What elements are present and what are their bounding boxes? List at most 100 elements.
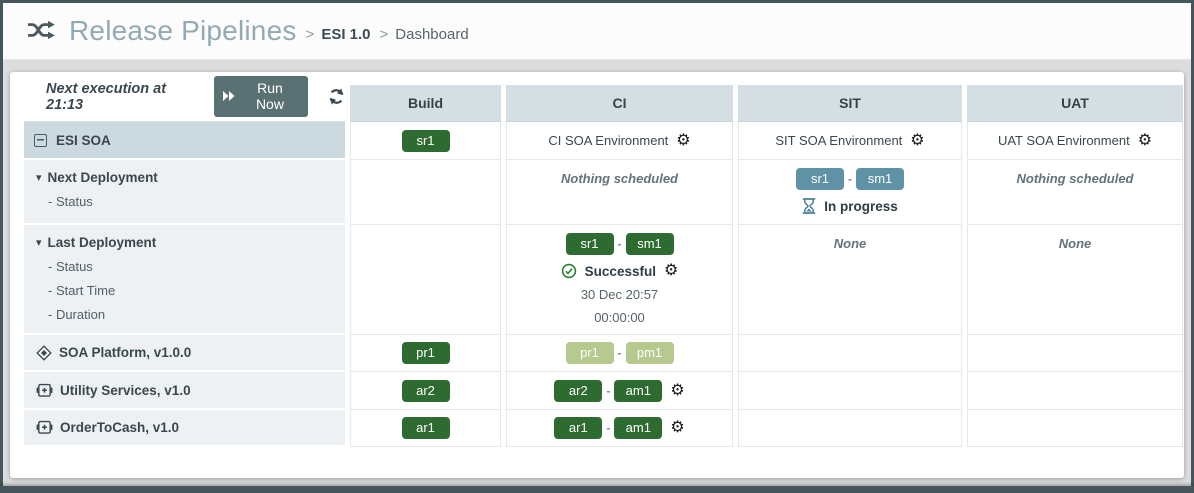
release-tag-badge[interactable]: ar2	[401, 379, 450, 402]
none-label: None	[833, 236, 867, 251]
group-name: ESI SOA	[56, 132, 111, 148]
nothing-scheduled-label: Nothing scheduled	[561, 171, 678, 186]
component-row-label: SOA Platform, v1.0.0	[24, 335, 345, 372]
release-tag-badge[interactable]: ar1	[554, 417, 603, 439]
breadcrumb-separator: >	[305, 25, 315, 43]
component-ci-cell: ar2 - am1 ⚙	[506, 372, 733, 410]
start-time-value: 30 Dec 20:57	[580, 287, 659, 302]
window-bottom-edge	[0, 486, 1194, 493]
shuffle-icon	[27, 19, 55, 46]
next-deployment-label: Next Deployment	[47, 170, 158, 185]
release-tag-badge[interactable]: pr1	[565, 342, 614, 364]
manifest-tag-badge[interactable]: sm1	[856, 168, 904, 190]
next-deployment-toggle[interactable]: ▾ Next Deployment	[36, 170, 345, 185]
next-execution-label: Next execution at 21:13	[46, 80, 167, 113]
column-header-ci: CI	[506, 85, 733, 122]
run-now-button[interactable]: Run Now	[213, 76, 308, 117]
dash-separator: -	[606, 421, 611, 435]
gear-icon[interactable]: ⚙	[670, 419, 685, 436]
column-header-uat: UAT	[967, 85, 1183, 122]
group-row-label: ESI SOA	[24, 122, 345, 160]
sit-environment-cell: SIT SOA Environment ⚙	[738, 122, 962, 160]
manifest-tag-badge[interactable]: sm1	[625, 233, 674, 255]
duration-sub-label: - Duration	[48, 307, 106, 322]
uat-environment-label: UAT SOA Environment	[997, 133, 1130, 148]
ci-environment-cell: CI SOA Environment ⚙	[506, 122, 733, 160]
column-header-build: Build	[350, 85, 501, 122]
release-tag-badge[interactable]: sr1	[401, 129, 450, 152]
gear-icon[interactable]: ⚙	[670, 381, 685, 399]
refresh-icon[interactable]	[328, 88, 345, 105]
manifest-tag-badge[interactable]: pm1	[625, 342, 674, 364]
component-name: OrderToCash, v1.0	[60, 420, 180, 435]
breadcrumb-page: Dashboard	[395, 25, 469, 43]
release-tag-badge[interactable]: ar2	[554, 379, 603, 402]
next-deployment-ci-cell: Nothing scheduled	[506, 160, 733, 225]
run-now-label: Run Now	[255, 80, 284, 112]
release-tag-badge[interactable]: sr1	[796, 168, 844, 190]
component-row-label: Utility Services, v1.0	[24, 372, 345, 410]
component-build-cell: pr1	[350, 335, 501, 372]
component-uat-cell	[967, 372, 1183, 410]
gear-icon[interactable]: ⚙	[663, 262, 679, 279]
caret-down-icon: ▾	[36, 172, 42, 184]
manifest-tag-badge[interactable]: am1	[614, 379, 663, 402]
dashboard-panel: Next execution at 21:13 Run Now	[10, 72, 1184, 478]
nothing-scheduled-label: Nothing scheduled	[1016, 171, 1134, 186]
duration-value: 00:00:00	[594, 310, 645, 325]
release-tag-badge[interactable]: ar1	[401, 417, 450, 439]
component-uat-cell	[967, 335, 1183, 372]
next-deployment-uat-cell: Nothing scheduled	[967, 160, 1183, 225]
breadcrumb-separator: >	[379, 25, 389, 43]
group-build-cell: sr1	[350, 122, 501, 160]
collapse-icon[interactable]	[34, 133, 47, 147]
component-sit-cell	[738, 335, 962, 372]
last-deployment-label: Last Deployment	[47, 235, 157, 250]
uat-environment-cell: UAT SOA Environment ⚙	[967, 122, 1183, 160]
gear-icon[interactable]: ⚙	[1137, 131, 1153, 149]
component-build-cell: ar2	[350, 372, 501, 410]
release-tag-badge[interactable]: pr1	[401, 342, 450, 364]
column-header-sit: SIT	[738, 85, 962, 122]
pipeline-toolbar: Next execution at 21:13 Run Now	[24, 72, 345, 122]
component-sit-cell	[738, 410, 962, 447]
dash-separator: -	[617, 237, 622, 251]
start-time-sub-label: - Start Time	[48, 283, 116, 298]
status-sub-label: - Status	[48, 194, 93, 209]
component-sit-cell	[738, 372, 962, 410]
top-header: Release Pipelines > ESI 1.0 > Dashboard	[3, 3, 1191, 60]
next-deployment-row-label: ▾ Next Deployment - Status	[24, 160, 345, 225]
component-name: SOA Platform, v1.0.0	[59, 345, 192, 360]
dash-separator: -	[606, 383, 611, 398]
component-ci-cell: ar1 - am1 ⚙	[506, 410, 733, 447]
application-icon	[36, 383, 53, 398]
last-deployment-toggle[interactable]: ▾ Last Deployment	[36, 235, 345, 250]
sit-environment-label: SIT SOA Environment	[775, 133, 903, 148]
component-ci-cell: pr1 - pm1	[506, 335, 733, 372]
fast-forward-icon	[222, 91, 236, 101]
last-deployment-sit-cell: None	[738, 225, 962, 335]
next-deployment-build-cell	[350, 160, 501, 225]
application-icon	[36, 420, 53, 435]
platform-icon	[36, 344, 52, 361]
in-progress-label: In progress	[824, 198, 898, 214]
check-circle-icon	[561, 263, 577, 279]
status-sub-label: - Status	[48, 259, 93, 274]
breadcrumb-release[interactable]: ESI 1.0	[321, 25, 371, 43]
release-tag-badge[interactable]: sr1	[565, 233, 614, 255]
component-row-label: OrderToCash, v1.0	[24, 410, 345, 447]
dash-separator: -	[617, 346, 622, 360]
last-deployment-uat-cell: None	[967, 225, 1183, 335]
gear-icon[interactable]: ⚙	[676, 131, 691, 149]
gear-icon[interactable]: ⚙	[910, 131, 925, 149]
last-deployment-build-cell	[350, 225, 501, 335]
dash-separator: -	[848, 172, 852, 186]
ci-environment-label: CI SOA Environment	[548, 133, 669, 148]
component-build-cell: ar1	[350, 410, 501, 447]
successful-label: Successful	[584, 263, 656, 279]
manifest-tag-badge[interactable]: am1	[614, 417, 663, 439]
next-deployment-sit-cell: sr1 - sm1 In progr	[738, 160, 962, 225]
last-deployment-row-label: ▾ Last Deployment - Status - Start Time …	[24, 225, 345, 335]
page-title: Release Pipelines	[69, 15, 297, 46]
